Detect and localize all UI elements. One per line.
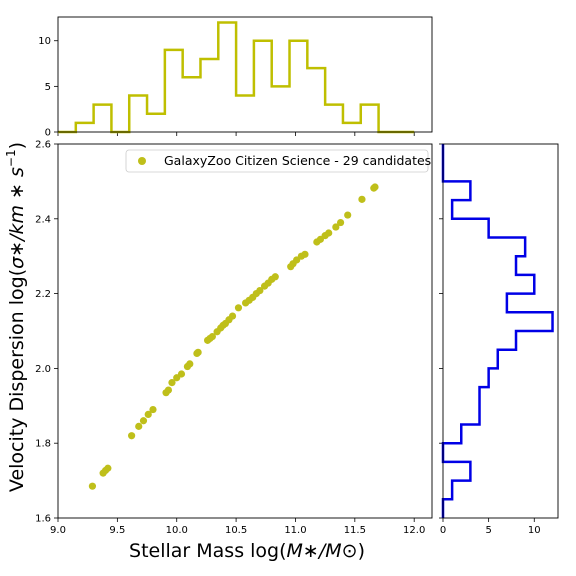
scatter-point — [332, 223, 340, 231]
scatter-point — [168, 379, 176, 387]
scatter-frame — [57, 143, 433, 519]
scatter-ticks: 9.0 9.5 10.0 10.5 11.0 11.5 12.0 1.6 1.8 2.0 2.2 2.… — [35, 140, 425, 537]
scatter-point — [164, 386, 173, 394]
scatter-point — [344, 211, 352, 219]
right-histogram-x-tick-label: 5 — [485, 525, 491, 536]
x-tick-label: 11.0 — [284, 525, 306, 536]
y-tick-label: 2.6 — [35, 140, 51, 151]
y-axis-label-math: σ∗/km ∗ s — [6, 167, 28, 269]
y-tick-label: 1.8 — [35, 439, 51, 450]
x-axis-label-math: M∗/M⊙ — [287, 540, 358, 562]
y-tick-label: 2.4 — [35, 214, 51, 225]
legend-box — [125, 149, 429, 173]
right-histogram-panel: 0 5 10 — [439, 143, 559, 536]
scatter-point — [177, 370, 186, 378]
y-axis-label-superscript: −1 — [4, 149, 18, 167]
right-histogram-step-line — [441, 144, 554, 518]
top-histogram-panel: 0 5 10 — [38, 16, 433, 139]
top-histogram-frame — [57, 16, 433, 133]
y-tick-label: 2.0 — [35, 364, 51, 375]
scatter-point — [371, 183, 379, 191]
x-axis-label-text: Stellar Mass log( — [129, 540, 287, 562]
scatter-point — [256, 287, 264, 295]
scatter-point — [336, 218, 345, 227]
right-histogram-x-tick-label: 10 — [528, 525, 541, 536]
scatter-point — [358, 195, 366, 203]
x-tick-label: 9.5 — [109, 525, 125, 536]
right-histogram-x-tick-label: 0 — [440, 525, 446, 536]
legend-label: GalaxyZoo Citizen Science - 29 candidate… — [164, 153, 431, 168]
y-axis-label-text: Velocity Dispersion log( — [6, 269, 28, 492]
scatter-point — [104, 464, 112, 472]
scatter-point — [194, 348, 202, 356]
y-tick-label: 1.6 — [35, 514, 51, 525]
x-tick-label: 11.5 — [344, 525, 366, 536]
right-histogram-frame — [442, 143, 559, 519]
scatter-point — [234, 304, 243, 312]
x-axis-label-close: ) — [358, 540, 365, 562]
legend: GalaxyZoo Citizen Science - 29 candidate… — [125, 149, 431, 173]
scatter-point — [325, 229, 333, 237]
scatter-point — [144, 410, 152, 419]
scatter-point — [128, 432, 136, 440]
x-axis-label: Stellar Mass log(M∗/M⊙) — [129, 540, 365, 562]
top-histogram-ticks: 0 5 10 — [38, 36, 415, 139]
top-histogram-y-tick-label: 0 — [45, 128, 51, 139]
y-axis-label-close: ) — [6, 142, 28, 149]
x-tick-label: 10.5 — [225, 525, 247, 536]
x-tick-label: 9.0 — [50, 525, 66, 536]
y-axis-label: Velocity Dispersion log(σ∗/km ∗ s−1) — [4, 142, 28, 492]
x-tick-label: 12.0 — [403, 525, 425, 536]
top-histogram-y-tick-label: 10 — [38, 36, 51, 47]
scatter-point — [135, 422, 143, 430]
top-histogram-step-line — [58, 21, 415, 134]
right-histogram-ticks: 0 5 10 — [439, 143, 541, 536]
scatter-point — [149, 405, 157, 414]
scatter-point — [301, 250, 309, 258]
x-tick-label: 10.0 — [166, 525, 188, 536]
scatter-point — [208, 333, 216, 341]
scatter-point — [88, 482, 97, 490]
scatter-points — [88, 183, 379, 490]
scatter-panel: 9.0 9.5 10.0 10.5 11.0 11.5 12.0 1.6 1.8 2.0 2.2 2.… — [4, 140, 433, 562]
legend-marker — [138, 157, 146, 165]
scatter-point — [228, 312, 237, 320]
scatter-point — [186, 360, 194, 368]
scatter-point — [271, 273, 279, 281]
y-tick-label: 2.2 — [35, 289, 51, 300]
top-histogram-y-tick-label: 5 — [45, 82, 51, 93]
scatter-point — [139, 417, 148, 425]
